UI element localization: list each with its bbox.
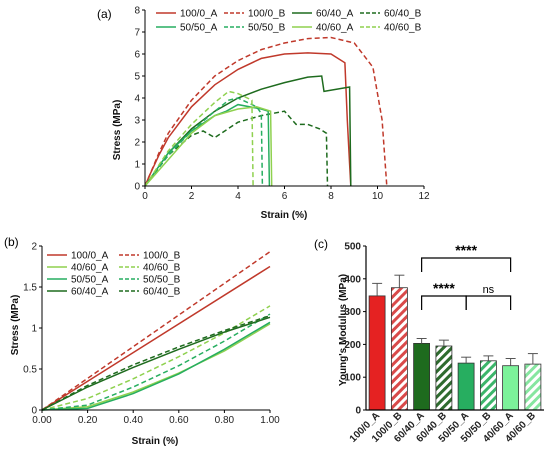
- a-legend-label-50-50-a: 50/50_A: [180, 23, 218, 34]
- panel-c-bars: [368, 274, 542, 411]
- a-series-100-0-a: [144, 52, 352, 187]
- a-series-40-60-a: [144, 106, 273, 187]
- a-legend-label-100-0-a: 100/0_A: [180, 9, 218, 20]
- b-legend-label-60-40-a: 60/40_A: [71, 287, 109, 298]
- panel-c-ylabel: Young's Modulus (MPa): [338, 274, 349, 386]
- panel-a-label: (a): [97, 7, 112, 21]
- b-series-50-50-b: [41, 313, 271, 411]
- c-y-tick-label: 100: [344, 373, 361, 384]
- c-y-tick-label: 400: [344, 274, 361, 285]
- b-y-tick-label: 0.5: [23, 365, 37, 376]
- a-y-tick-label: 0: [134, 182, 140, 193]
- panel-c-youngs-modulus: (c) 100/0_A100/0_B60/40_A60/40_B50/50_A5…: [314, 237, 544, 445]
- b-series-60-40-a: [41, 316, 271, 411]
- a-legend-label-40-60-a: 40/60_A: [316, 23, 354, 34]
- b-series-60-40-b: [41, 314, 271, 411]
- bar-40-60-b: [524, 363, 542, 411]
- panel-c-label: (c): [314, 237, 328, 251]
- a-series-40-60-b: [144, 90, 254, 187]
- panel-a-legend: 100/0_A 100/0_B 60/40_A 60/40_B 50/50_A 50/50…: [156, 9, 422, 34]
- b-series-100-0-a: [41, 265, 271, 411]
- b-legend-label-50-50-b: 50/50_B: [143, 275, 181, 286]
- a-legend-label-50-50-b: 50/50_B: [248, 23, 286, 34]
- bar-50-50-b: [479, 360, 497, 411]
- significance-label-1: ****: [433, 280, 455, 296]
- panel-a-xlabel: Strain (%): [261, 210, 308, 221]
- a-x-tick-label: 0: [142, 191, 148, 202]
- b-legend-label-100-0-a: 100/0_A: [71, 251, 109, 262]
- a-y-tick-label: 5: [134, 72, 140, 83]
- panel-a-series: [144, 36, 388, 187]
- a-y-tick-label: 1: [134, 160, 140, 171]
- b-x-tick-label: 1.00: [260, 415, 280, 426]
- panel-b-xlabel: Strain (%): [132, 436, 179, 447]
- c-y-tick-label: 200: [344, 340, 361, 351]
- significance-bracket-2: [465, 295, 512, 310]
- b-legend-label-100-0-b: 100/0_B: [143, 251, 181, 262]
- significance-bracket-0: [421, 257, 512, 272]
- panel-b-series: [41, 251, 271, 411]
- b-series-50-50-a: [41, 321, 271, 411]
- b-x-tick-label: 0.60: [169, 415, 189, 426]
- a-x-tick-label: 4: [235, 191, 241, 202]
- a-series-100-0-b: [144, 36, 388, 187]
- a-y-tick-label: 8: [134, 6, 140, 17]
- b-y-tick-label: 2: [31, 242, 37, 253]
- c-y-tick-label: 500: [344, 242, 361, 253]
- a-legend-label-60-40-a: 60/40_A: [316, 9, 354, 20]
- bar-100-0-a: [368, 295, 386, 411]
- b-x-tick-label: 0.20: [78, 415, 98, 426]
- a-legend-label-100-0-b: 100/0_B: [248, 9, 286, 20]
- b-series-40-60-b: [41, 305, 271, 411]
- significance-label-2: ns: [483, 284, 495, 296]
- a-x-tick-label: 2: [189, 191, 195, 202]
- bar-100-0-b: [390, 287, 408, 411]
- b-x-tick-label: 0.00: [32, 415, 52, 426]
- b-y-tick-label: 1.5: [23, 283, 37, 294]
- b-legend-label-50-50-a: 50/50_A: [71, 275, 109, 286]
- b-legend-label-60-40-b: 60/40_B: [143, 287, 181, 298]
- a-y-tick-label: 6: [134, 50, 140, 61]
- bar-40-60-a: [502, 365, 520, 411]
- a-series-50-50-b: [144, 97, 264, 187]
- b-legend-label-40-60-a: 40/60_A: [71, 263, 109, 274]
- bar-50-50-a: [457, 362, 475, 411]
- a-x-tick-label: 10: [372, 191, 384, 202]
- panel-c-significance: **** **** ns: [421, 242, 512, 310]
- panel-b-axes: 0.00 0.20 0.40 0.60 0.80 1.00 0 0.5 1 1.5 2: [23, 242, 280, 427]
- panel-b-legend: 100/0_A 100/0_B 40/60_A 40/60_B 50/50_A 50/50…: [47, 251, 181, 298]
- panel-b-label: (b): [4, 235, 19, 249]
- panel-b-ylabel: Stress (MPa): [10, 295, 21, 356]
- bar-60-40-b: [435, 345, 453, 411]
- b-legend-label-40-60-b: 40/60_B: [143, 263, 181, 274]
- a-legend-label-60-40-b: 60/40_B: [384, 9, 422, 20]
- significance-bracket-1: [421, 295, 467, 310]
- bar-60-40-a: [413, 342, 431, 411]
- a-x-tick-label: 12: [418, 191, 430, 202]
- b-x-tick-label: 0.40: [123, 415, 143, 426]
- c-y-tick-label: 300: [344, 307, 361, 318]
- b-y-tick-label: 1: [31, 324, 37, 335]
- b-x-tick-label: 0.80: [215, 415, 235, 426]
- significance-label-0: ****: [455, 242, 477, 258]
- c-y-tick-label: 0: [355, 406, 361, 417]
- panel-a-ylabel: Stress (MPa): [112, 100, 123, 161]
- a-y-tick-label: 3: [134, 116, 140, 127]
- a-y-tick-label: 7: [134, 28, 140, 39]
- a-y-tick-label: 2: [134, 138, 140, 149]
- b-series-40-60-a: [41, 323, 271, 411]
- b-series-100-0-b: [41, 251, 271, 411]
- a-x-tick-label: 8: [328, 191, 334, 202]
- a-x-tick-label: 6: [282, 191, 288, 202]
- panel-b-stress-strain-zoom: (b) 0.00 0.20 0.40 0.60 0.80 1.00 0 0.5 1 1.5 2 10…: [4, 235, 280, 447]
- a-series-60-40-a: [144, 75, 352, 187]
- b-y-tick-label: 0: [31, 406, 37, 417]
- a-y-tick-label: 4: [134, 94, 140, 105]
- a-legend-label-40-60-b: 40/60_B: [384, 23, 422, 34]
